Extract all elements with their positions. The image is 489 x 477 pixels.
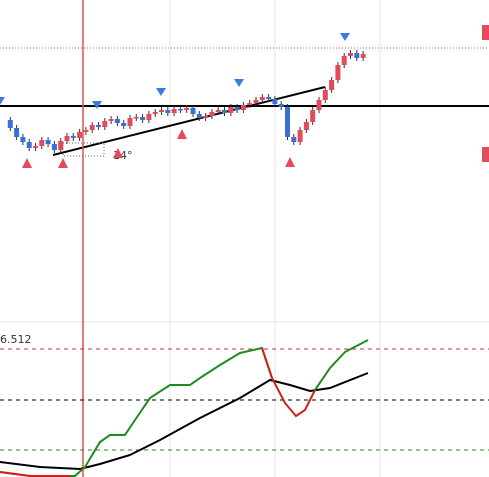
candle-body <box>222 110 227 113</box>
candle-body <box>165 110 171 113</box>
candle-body <box>7 120 13 128</box>
candle-body <box>64 136 70 141</box>
buy-signal <box>22 158 32 168</box>
candle-body <box>171 109 177 113</box>
candle-body <box>259 97 265 100</box>
candle-body <box>341 56 347 65</box>
candle-body <box>253 100 259 103</box>
candle-body <box>209 112 215 116</box>
candle-body <box>102 121 108 127</box>
oscillator-line-down <box>261 347 316 418</box>
candle-body <box>329 80 335 90</box>
candle-body <box>159 110 164 112</box>
candle-body <box>89 125 95 130</box>
buy-signal <box>177 129 187 139</box>
trend-line <box>52 86 326 156</box>
indicator-value: 6.512 <box>0 333 32 346</box>
sell-signal <box>92 101 102 109</box>
candle-body <box>234 107 240 110</box>
candle-body <box>70 136 76 138</box>
signals <box>0 33 350 168</box>
candle-body <box>190 108 196 114</box>
candle-body <box>77 132 83 138</box>
candle-body <box>203 116 209 118</box>
candle-body <box>291 137 297 142</box>
signal-line <box>0 372 369 471</box>
candle-body <box>108 119 114 121</box>
candle-body <box>196 114 202 118</box>
candle-body <box>121 123 127 126</box>
candle-body <box>140 117 146 120</box>
candle-body <box>247 103 253 105</box>
candle-body <box>272 99 278 104</box>
candle-body <box>215 110 221 112</box>
candle-body <box>285 107 290 137</box>
candle-body <box>146 114 152 120</box>
sell-signal <box>156 88 166 96</box>
price-badge <box>482 25 489 40</box>
candle-body <box>114 119 120 123</box>
candle-body <box>83 130 89 132</box>
candle-body <box>278 104 284 107</box>
candle-body <box>45 140 51 144</box>
sell-signal <box>234 79 244 87</box>
candle-body <box>184 108 190 110</box>
buy-signal <box>285 157 295 167</box>
candle-body <box>152 112 158 114</box>
candle-body <box>310 110 316 122</box>
candle-body <box>133 117 139 119</box>
buy-signal <box>113 148 123 158</box>
oscillator-line-down <box>0 471 70 477</box>
candle-body <box>20 137 26 142</box>
candle-body <box>348 53 353 56</box>
sell-signal <box>0 97 5 105</box>
oscillator-line <box>0 346 273 477</box>
candle-body <box>335 65 341 80</box>
candle-body <box>177 109 183 111</box>
candle-body <box>316 100 322 110</box>
candles <box>7 50 366 153</box>
candle-body <box>26 142 32 148</box>
candle-body <box>33 146 38 148</box>
candle-body <box>322 90 328 100</box>
candle-body <box>360 54 366 58</box>
candle-body <box>303 122 309 130</box>
candle-body <box>266 97 272 99</box>
candle-body <box>51 144 57 150</box>
price-badge <box>482 147 489 162</box>
candle-body <box>96 125 101 127</box>
candle-body <box>58 141 64 150</box>
sell-signal <box>340 33 350 41</box>
candle-body <box>228 107 234 113</box>
candle-body <box>39 140 45 146</box>
candle-body <box>354 53 360 58</box>
candle-body <box>240 105 246 110</box>
oscillator-line-up <box>314 339 369 391</box>
candle-body <box>14 128 20 137</box>
buy-signal <box>58 158 68 168</box>
candle-body <box>127 118 133 126</box>
candle-body <box>297 130 303 142</box>
